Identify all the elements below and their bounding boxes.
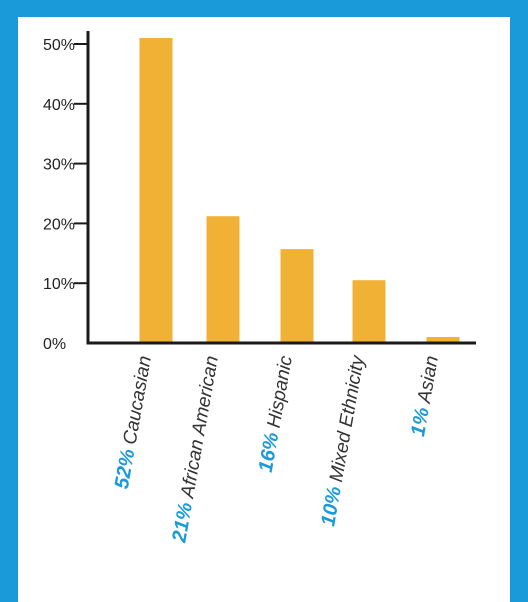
y-tick-label: 50% (43, 37, 75, 54)
bar-chart: 0% 10% 20% 30% 40% 50% 52%Caucasian 21%African … (43, 31, 476, 545)
x-category-label: 10%Mixed Ethnicity (317, 353, 369, 528)
bar-african-american (206, 216, 240, 343)
x-category-label: 52%Caucasian (111, 354, 156, 491)
category-percent-label: 52% (111, 447, 140, 490)
bar-asian (426, 337, 460, 343)
category-percent-label: 1% (407, 406, 434, 439)
y-tick-label: 40% (43, 97, 75, 114)
bar-hispanic (280, 249, 314, 343)
category-name-label: Mixed Ethnicity (326, 353, 369, 484)
y-tick-label: 0% (43, 336, 66, 353)
y-tick-label: 20% (43, 216, 75, 233)
category-name-label: Hispanic (264, 354, 297, 430)
category-name-label: Asian (414, 354, 443, 405)
chart-card: 0% 10% 20% 30% 40% 50% 52%Caucasian 21%African … (18, 17, 510, 602)
bar-mixed-ethnicity (352, 280, 386, 343)
category-percent-label: 10% (317, 485, 346, 528)
bar-caucasian (139, 38, 173, 344)
category-percent-label: 16% (255, 431, 284, 474)
category-name-label: African American (177, 354, 223, 500)
x-category-label: 1%Asian (407, 354, 443, 438)
x-category-label: 16%Hispanic (255, 354, 297, 474)
y-tick-label: 10% (43, 276, 75, 293)
y-tick-label: 30% (43, 157, 75, 174)
x-category-label: 21%African American (168, 354, 223, 545)
category-name-label: Caucasian (120, 354, 156, 446)
category-percent-label: 21% (168, 501, 197, 545)
